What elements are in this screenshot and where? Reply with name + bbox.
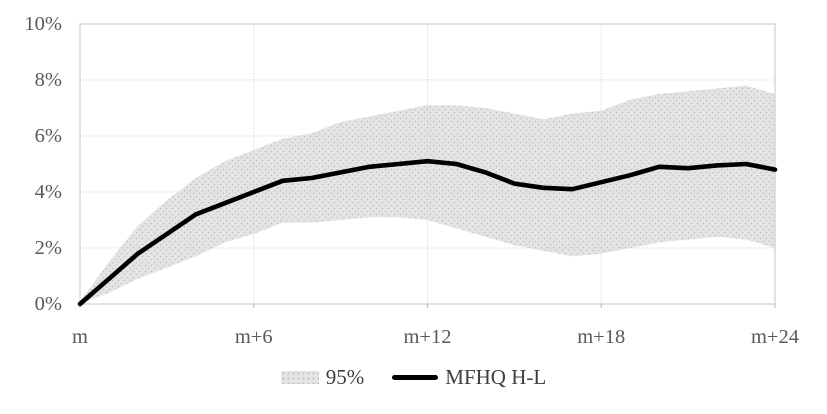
x-tick-label: m+18 [577,326,625,348]
y-tick-label: 4% [35,181,62,203]
y-tick-label: 10% [24,13,62,35]
x-tick-label: m+24 [751,326,799,348]
legend-item-95-band: 95% [280,364,365,390]
x-tick-label: m+6 [235,326,273,348]
x-tick-label: m+12 [403,326,451,348]
legend-label-mfhq-hl: MFHQ H-L [445,364,547,389]
x-tick-label: m [72,326,88,348]
y-tick-label: 8% [35,69,62,91]
mfhq-hl-line [77,158,778,307]
confidence-band-95 [80,85,775,304]
line-swatch-icon [392,374,439,380]
chart-legend: 95% MFHQ H-L [0,357,827,397]
y-tick-label: 6% [35,125,62,147]
y-tick-label: 0% [35,293,62,315]
legend-label-95: 95% [325,364,365,389]
legend-item-mfhq-hl: MFHQ H-L [392,365,546,390]
y-tick-label: 2% [35,237,62,259]
band-swatch-icon [280,370,319,384]
